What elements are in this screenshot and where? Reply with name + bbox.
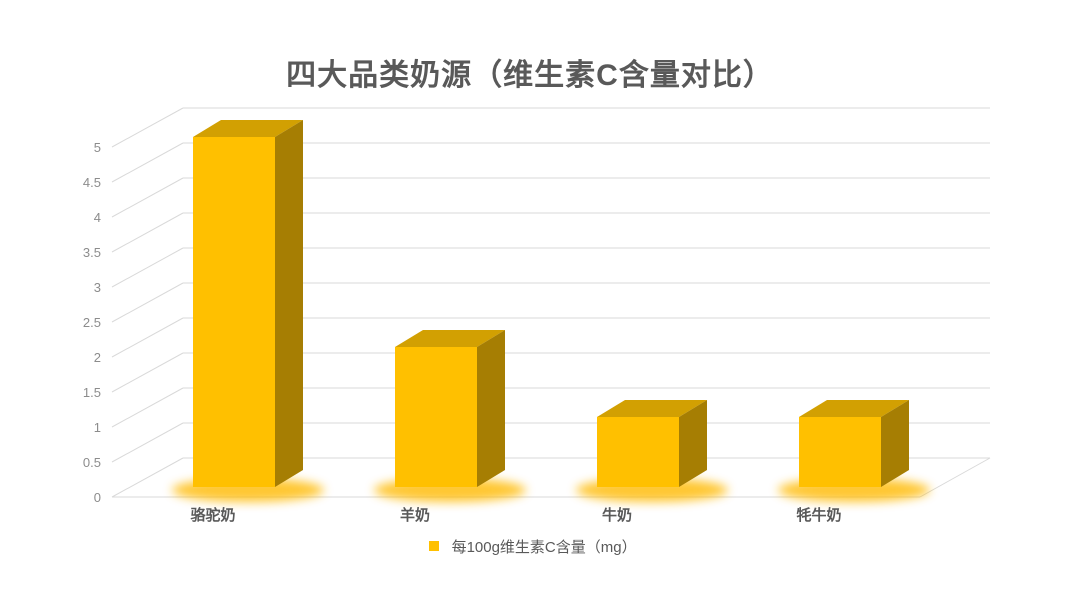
gridline-diagonal — [111, 142, 184, 183]
bar-top-face — [597, 400, 707, 417]
gridline-diagonal — [111, 387, 184, 428]
category-label: 牦牛奶 — [796, 506, 841, 524]
gridline-diagonal — [111, 177, 184, 218]
gridline-diagonal — [111, 107, 184, 148]
bar-side-face — [275, 120, 303, 487]
y-tick-label: 4 — [94, 210, 101, 225]
floor-right-edge — [919, 457, 991, 498]
category-label: 羊奶 — [400, 506, 430, 524]
bar-top-face — [799, 400, 909, 417]
bar-side-face — [881, 400, 909, 487]
gridline-diagonal — [111, 352, 184, 393]
gridline-diagonal — [111, 457, 184, 498]
bar-side-face — [477, 330, 505, 487]
category-label: 骆驼奶 — [190, 506, 235, 524]
y-tick-label: 0.5 — [83, 455, 101, 470]
y-tick-label: 3 — [94, 280, 101, 295]
y-tick-label: 0 — [94, 490, 101, 505]
chart-title: 四大品类奶源（维生素C含量对比） — [286, 59, 774, 92]
y-tick-label: 1.5 — [83, 385, 101, 400]
gridline-diagonal — [111, 282, 184, 323]
bar-top-face — [193, 120, 303, 137]
y-tick-label: 3.5 — [83, 245, 101, 260]
legend-swatch-icon — [429, 540, 440, 551]
bar-front-face — [193, 137, 275, 487]
y-tick-label: 2 — [94, 350, 101, 365]
y-tick-label: 2.5 — [83, 315, 101, 330]
y-tick-label: 5 — [94, 140, 101, 155]
y-tick-label: 1 — [94, 420, 101, 435]
bar-front-face — [799, 417, 881, 487]
legend-label: 每100g维生素C含量（mg） — [451, 539, 637, 556]
gridline-diagonal — [111, 317, 184, 358]
gridline-diagonal — [111, 247, 184, 288]
category-label: 牛奶 — [602, 506, 632, 524]
legend: 每100g维生素C含量（mg） — [0, 536, 1066, 557]
y-tick-label: 4.5 — [83, 175, 101, 190]
gridline-diagonal — [111, 212, 184, 253]
bar-top-face — [395, 330, 505, 347]
bar-front-face — [395, 347, 477, 487]
gridline-diagonal — [111, 422, 184, 463]
bar-side-face — [679, 400, 707, 487]
bar-front-face — [597, 417, 679, 487]
